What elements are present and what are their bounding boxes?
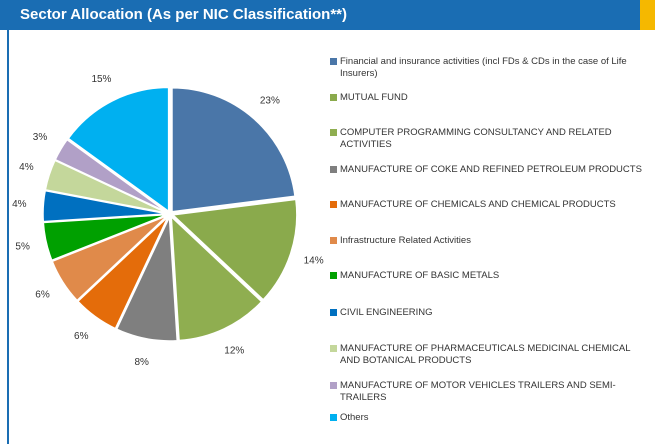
- header-accent: [640, 0, 655, 30]
- legend-label: Financial and insurance activities (incl…: [340, 56, 627, 79]
- legend-swatch: [330, 94, 337, 101]
- legend-item: Infrastructure Related Activities: [330, 235, 645, 247]
- data-label: 4%: [19, 162, 34, 173]
- legend-label: Infrastructure Related Activities: [340, 235, 471, 246]
- pie-slice: [42, 213, 168, 262]
- legend-swatch: [330, 382, 337, 389]
- data-label: 14%: [304, 255, 324, 266]
- panel-border: [7, 30, 9, 444]
- pie-slice: [115, 216, 179, 342]
- data-label: 23%: [260, 95, 280, 106]
- panel-header: Sector Allocation (As per NIC Classifica…: [0, 0, 640, 30]
- legend-swatch: [330, 237, 337, 244]
- pie-slice: [171, 86, 296, 213]
- legend-label: MANUFACTURE OF CHEMICALS AND CHEMICAL PR…: [340, 199, 616, 210]
- legend-swatch: [330, 272, 337, 279]
- legend-swatch: [330, 345, 337, 352]
- chart: 23% 14% 12% 8% 6% 6% 5% 4% 4% 3% 15%: [12, 74, 324, 368]
- legend-label: MANUFACTURE OF COKE AND REFINED PETROLEU…: [340, 164, 642, 175]
- legend-label: COMPUTER PROGRAMMING CONSULTANCY AND REL…: [340, 127, 612, 150]
- legend-item: MANUFACTURE OF CHEMICALS AND CHEMICAL PR…: [330, 199, 645, 211]
- legend-swatch: [330, 309, 337, 316]
- pie-slice: [171, 198, 298, 301]
- data-label: 5%: [15, 242, 30, 253]
- legend-item: Financial and insurance activities (incl…: [330, 56, 645, 80]
- data-label: 6%: [74, 331, 89, 342]
- data-label: 12%: [224, 345, 244, 356]
- legend-item: MUTUAL FUND: [330, 92, 645, 104]
- pie-slice: [51, 214, 168, 302]
- legend-label: MANUFACTURE OF PHARMACEUTICALS MEDICINAL…: [340, 343, 631, 366]
- legend-item: MANUFACTURE OF MOTOR VEHICLES TRAILERS A…: [330, 380, 645, 404]
- pie-slice: [67, 86, 170, 213]
- data-label: 3%: [33, 132, 48, 143]
- legend-label: MANUFACTURE OF BASIC METALS: [340, 270, 500, 281]
- legend-label: MUTUAL FUND: [340, 92, 408, 103]
- legend-item: MANUFACTURE OF BASIC METALS: [330, 270, 645, 282]
- pie-slice: [54, 138, 168, 214]
- legend-swatch: [330, 201, 337, 208]
- data-label: 15%: [91, 74, 111, 85]
- legend-label: Others: [340, 412, 369, 423]
- legend-item: COMPUTER PROGRAMMING CONSULTANCY AND REL…: [330, 127, 645, 151]
- pie-slice: [42, 189, 168, 223]
- legend-swatch: [330, 166, 337, 173]
- data-label: 6%: [35, 290, 50, 301]
- legend-item: MANUFACTURE OF PHARMACEUTICALS MEDICINAL…: [330, 343, 645, 367]
- legend-label: CIVIL ENGINEERING: [340, 307, 433, 318]
- chart-title: Sector Allocation (As per NIC Classifica…: [20, 6, 348, 23]
- data-label: 4%: [12, 199, 27, 210]
- legend-item: MANUFACTURE OF COKE AND REFINED PETROLEU…: [330, 164, 645, 176]
- legend-swatch: [330, 58, 337, 65]
- pie-slice: [170, 214, 263, 342]
- legend-swatch: [330, 129, 337, 136]
- legend-item: Others: [330, 412, 645, 424]
- legend-label: MANUFACTURE OF MOTOR VEHICLES TRAILERS A…: [340, 380, 616, 403]
- data-label: 8%: [134, 357, 149, 368]
- pie-slice: [76, 215, 169, 330]
- legend-item: CIVIL ENGINEERING: [330, 307, 645, 319]
- legend-swatch: [330, 414, 337, 421]
